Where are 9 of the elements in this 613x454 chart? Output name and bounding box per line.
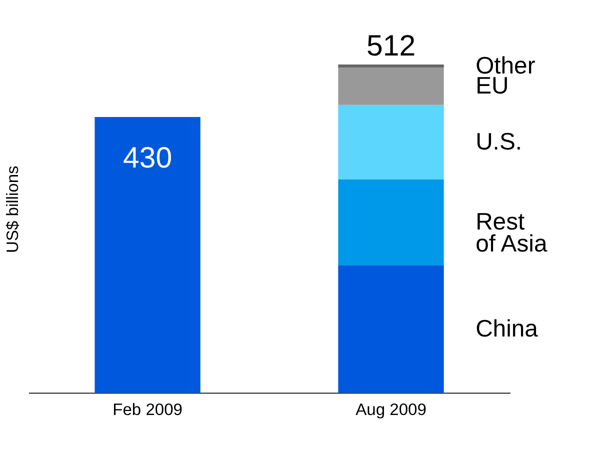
x-tick-label: Aug 2009 — [356, 400, 426, 420]
series-label: China — [476, 315, 539, 342]
y-axis-title: US$ billions — [2, 166, 22, 253]
series-label: U.S. — [476, 128, 522, 156]
data-label: 430 — [123, 142, 172, 175]
series-label: Rest of Asia — [476, 208, 548, 258]
x-tick-label: Feb 2009 — [112, 400, 182, 420]
total-label: 512 — [366, 29, 416, 62]
series-label: EU — [476, 72, 509, 100]
